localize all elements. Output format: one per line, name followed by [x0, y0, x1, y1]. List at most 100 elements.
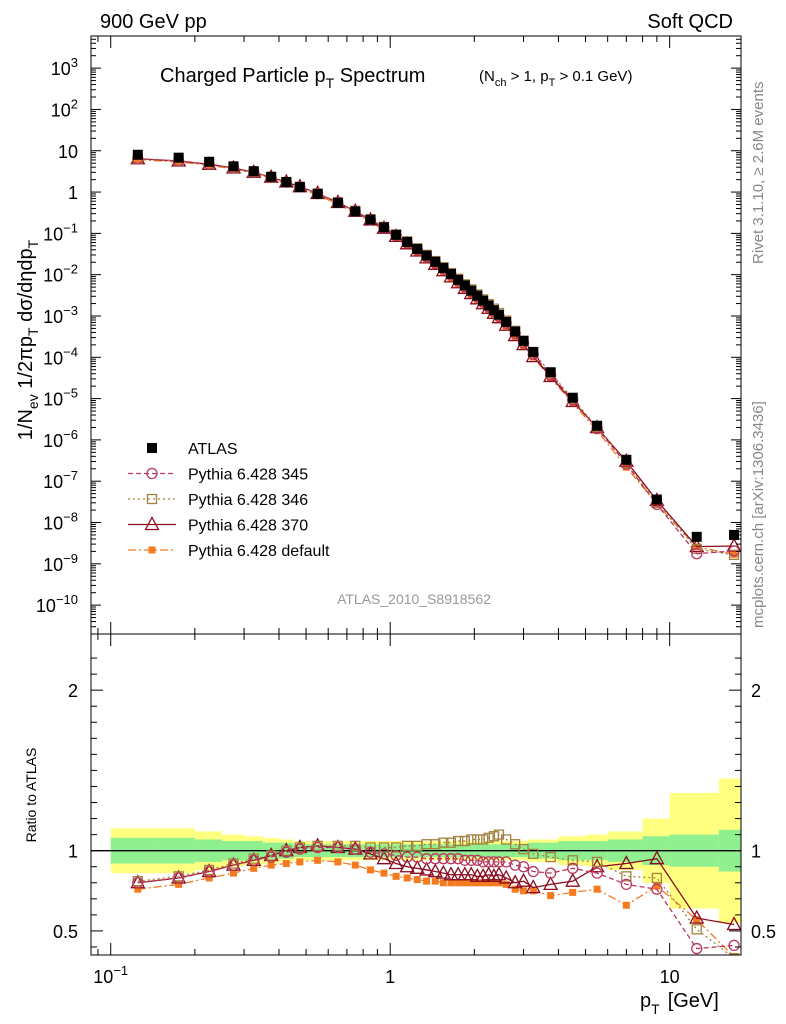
main-point-atlas [483, 300, 494, 311]
ratio-point-p370 [491, 866, 507, 881]
ratio-point-p346 [518, 843, 529, 855]
ratio-point-pdef [296, 858, 304, 866]
main-y-tick-label: 103 [51, 55, 78, 79]
ratio-point-p370 [463, 866, 479, 881]
ratio-point-p345 [477, 856, 489, 868]
ratio-point-pdef [511, 885, 519, 893]
ratio-point-p370 [457, 866, 473, 881]
ratio-point-p370 [618, 855, 634, 870]
ratio-y-tick-label: 0.5 [53, 922, 78, 942]
ratio-point-p345 [459, 854, 471, 866]
main-point-atlas [459, 280, 470, 291]
main-y-tick-label: 10−7 [43, 468, 78, 492]
ratio-point-p345 [527, 865, 539, 878]
main-data-layer [130, 149, 741, 560]
ratio-point-p345 [349, 843, 361, 855]
ratio-point-p370 [399, 858, 415, 873]
legend-marker-p346 [146, 493, 158, 505]
ratio-point-p345 [591, 867, 603, 879]
ratio-point-p346 [459, 835, 471, 847]
ratio-point-pdef [593, 885, 601, 893]
main-point-atlas [651, 494, 662, 505]
ratio-point-p370 [507, 874, 523, 889]
main-y-tick-label: 10−9 [43, 551, 78, 575]
header-process: 900 GeV pp [100, 11, 207, 33]
ratio-point-p345 [651, 883, 663, 895]
main-y-tick-label: 10−8 [43, 510, 78, 534]
ratio-point-pdef [502, 880, 510, 888]
ratio-point-p370 [427, 863, 443, 878]
ratio-point-pdef [403, 874, 411, 882]
x-tick-label: 1 [385, 967, 395, 987]
ratio-point-p346 [691, 924, 702, 935]
legend-label-pdef: Pythia 6.428 default [188, 543, 330, 560]
main-point-atlas [501, 316, 512, 327]
ratio-point-p346 [591, 856, 603, 868]
main-point-atlas [518, 335, 529, 346]
ratio-point-p370 [565, 872, 581, 887]
ratio-point-p345 [132, 877, 144, 889]
main-point-atlas [592, 420, 603, 431]
main-point-p345 [691, 548, 703, 560]
ratio-point-pdef [431, 877, 439, 885]
main-point-atlas [266, 171, 277, 182]
ratio-point-p345 [248, 854, 260, 866]
ratio-point-p346 [651, 872, 663, 884]
main-point-atlas [438, 263, 449, 274]
ratio-point-p370 [649, 850, 665, 865]
ratio-point-pdef [569, 888, 577, 896]
main-point-atlas [365, 214, 376, 225]
x-axis-label: pT [GeV] [640, 990, 719, 1017]
main-y-label: 1/Nev 1/2πpT dσ/dηdpT [15, 239, 41, 440]
main-point-atlas [228, 161, 239, 172]
ratio-point-p370 [525, 879, 541, 894]
ratio-point-p346 [728, 953, 740, 955]
ratio-point-p345 [332, 841, 344, 854]
main-y-tick-label: 10−1 [43, 220, 78, 244]
header-category: Soft QCD [647, 11, 733, 33]
ratio-point-p370 [589, 858, 605, 873]
main-point-atlas [445, 268, 456, 279]
main-point-atlas [621, 454, 632, 465]
main-point-p346 [728, 549, 740, 560]
ratio-point-p370 [543, 876, 559, 891]
ratio-point-p345 [280, 846, 292, 858]
ratio-point-p345 [445, 853, 457, 865]
ratio-plot-frame [90, 633, 742, 956]
ratio-point-p346 [466, 834, 477, 845]
ratio-point-p345 [567, 862, 579, 874]
source-label: mcplots.cern.ch [arXiv:1306.3436] [750, 401, 767, 628]
ratio-point-p370 [419, 861, 435, 876]
ratio-y-axis: 0.5 0.5 1 1 2 2 [53, 657, 776, 948]
ratio-point-pdef [351, 861, 359, 869]
ratio-point-pdef [334, 858, 342, 866]
ratio-point-p345 [429, 853, 441, 865]
x-tick-label: 10 [660, 967, 680, 987]
ratio-point-pdef [653, 882, 661, 890]
main-point-atlas [332, 197, 343, 208]
ratio-point-pdef [250, 864, 258, 872]
ratio-point-pdef [461, 879, 469, 887]
ratio-y-tick-label-right: 2 [751, 681, 761, 701]
main-point-atlas [488, 305, 499, 316]
ratio-point-pdef [454, 879, 462, 887]
main-point-p370 [726, 537, 741, 552]
ratio-point-p345 [227, 859, 240, 871]
main-point-atlas [466, 285, 477, 296]
ratio-point-pdef [314, 856, 322, 864]
analysis-watermark: ATLAS_2010_S8918562 [337, 591, 491, 607]
main-point-atlas [545, 367, 556, 378]
ratio-point-p345 [471, 854, 483, 866]
main-y-tick-label: 10−4 [43, 344, 78, 368]
main-point-atlas [132, 149, 143, 160]
main-point-atlas [478, 295, 489, 306]
ratio-point-p370 [689, 909, 705, 924]
main-panel: 10310210110−110−210−310−410−510−610−710−… [15, 35, 742, 635]
ratio-point-pdef [473, 879, 481, 887]
ratio-point-p345 [544, 867, 557, 879]
ratio-point-pdef [205, 874, 213, 882]
main-point-atlas [567, 392, 578, 403]
ratio-point-p345 [311, 841, 324, 854]
x-tick-label: 10−1 [93, 963, 128, 987]
main-point-atlas [204, 156, 215, 167]
